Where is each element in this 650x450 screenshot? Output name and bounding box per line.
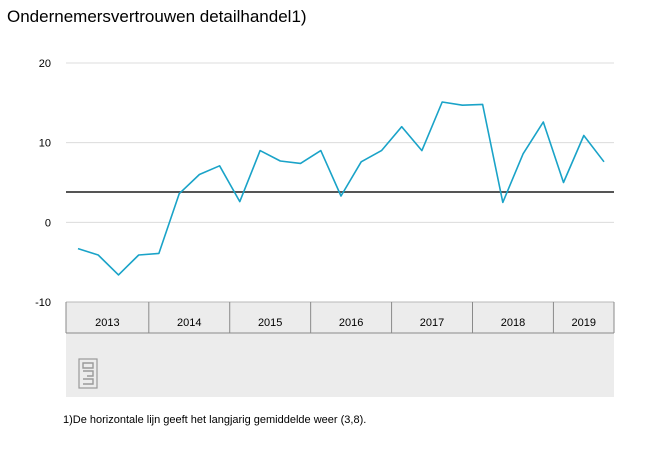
data-point	[583, 134, 585, 136]
data-point	[259, 150, 261, 152]
data-point	[461, 104, 463, 106]
gridlines	[66, 62, 614, 303]
logo-frame	[78, 358, 98, 389]
series-group	[77, 101, 605, 276]
y-tick-label: -10	[35, 297, 51, 309]
data-point	[380, 150, 382, 152]
data-point	[542, 121, 544, 123]
x-tick-label: 2017	[420, 317, 444, 329]
x-tick-label: 2014	[177, 317, 201, 329]
logo-mark	[82, 362, 94, 385]
data-point	[482, 103, 484, 105]
data-point	[563, 182, 565, 184]
data-point	[198, 174, 200, 176]
x-tick-label: 2019	[571, 317, 595, 329]
data-point	[117, 274, 119, 276]
data-point	[138, 254, 140, 256]
data-point	[522, 153, 524, 155]
x-axis: 2013 2014 2015 2016 2017 2018 2019	[65, 301, 615, 334]
x-tick-label: 2015	[258, 317, 282, 329]
data-point	[219, 165, 221, 167]
data-point	[603, 161, 605, 163]
cbs-logo-icon	[78, 358, 98, 389]
x-tick-label: 2016	[339, 317, 363, 329]
data-point	[421, 150, 423, 152]
data-point	[320, 150, 322, 152]
data-point	[401, 126, 403, 128]
x-tick-label: 2013	[95, 317, 119, 329]
y-tick-label: 10	[39, 138, 51, 150]
y-tick-label: 0	[45, 217, 51, 229]
y-tick-label: 20	[39, 58, 51, 70]
data-point	[178, 193, 180, 195]
data-point	[77, 248, 79, 250]
series-line	[77, 101, 605, 276]
data-point	[300, 162, 302, 164]
data-point	[502, 201, 504, 203]
x-tick-label: 2018	[501, 317, 525, 329]
chart-title: Ondernemersvertrouwen detailhandel1)	[7, 7, 307, 26]
footnote: 1)De horizontale lijn geeft het langjari…	[63, 414, 367, 426]
data-point	[360, 161, 362, 163]
data-point	[279, 160, 281, 162]
data-point	[158, 252, 160, 254]
data-point	[97, 254, 99, 256]
x-axis-band	[66, 302, 614, 397]
data-point	[441, 101, 443, 103]
data-point	[239, 201, 241, 203]
y-axis: -10 0 10 20	[35, 58, 51, 309]
data-point	[340, 195, 342, 197]
